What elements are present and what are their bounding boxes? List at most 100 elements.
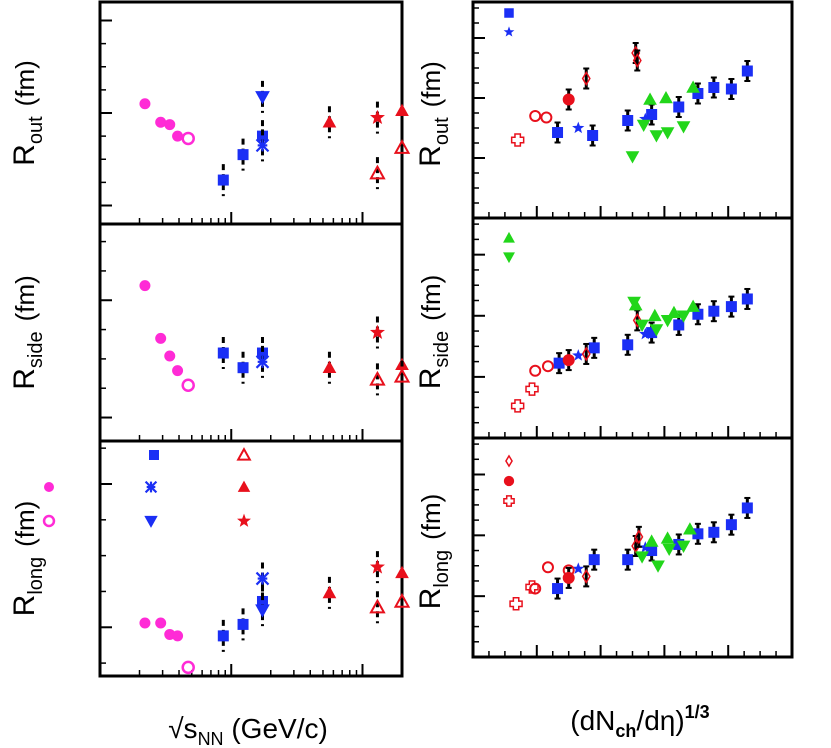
data-point-diam_open	[581, 568, 591, 584]
data-point-phenix_sq	[622, 554, 634, 566]
data-point-star	[369, 324, 385, 339]
data-point-phenix_sq	[741, 293, 753, 305]
data-point-diam_open	[634, 529, 644, 545]
data-point-tri_up	[644, 534, 659, 547]
data-point-e895	[164, 119, 176, 131]
data-point-star_blue	[572, 562, 585, 574]
data-point-ceres	[237, 618, 249, 630]
legend-marker-circ_filled	[503, 475, 515, 487]
data-point-ceres	[217, 174, 229, 186]
data-point-tri_down	[649, 324, 664, 337]
data-point-e895	[155, 617, 167, 629]
legend-marker-phenix_sq	[504, 8, 514, 18]
x-axis-label: √sNN (GeV/c)	[168, 713, 328, 748]
data-point-ceres	[237, 149, 249, 161]
data-point-e895	[164, 350, 176, 362]
data-point-e866	[181, 660, 195, 675]
legend-marker-diam_open	[505, 454, 513, 468]
data-point-tri_down	[676, 121, 691, 134]
data-point-tri_down	[676, 310, 691, 323]
data-point-na44	[255, 355, 270, 369]
panel-frame	[471, 216, 794, 440]
data-point-phenix	[369, 164, 386, 180]
data-point-e895	[155, 332, 167, 344]
data-point-circ_open	[529, 364, 542, 377]
data-point-tri_up	[660, 531, 675, 544]
data-point-ceres	[217, 347, 229, 359]
data-point-diam_open	[581, 71, 591, 86]
left-panel-rlong: Rlong(fm)	[8, 439, 411, 678]
data-point-phenix_sq	[588, 554, 600, 566]
data-point-phenix_sq	[725, 519, 737, 531]
data-point-tri_up	[647, 308, 662, 322]
data-point-phenix_sq	[708, 526, 720, 538]
data-point-diam_open	[581, 346, 591, 362]
data-point-phenix_sq	[708, 305, 720, 317]
data-point-phenix_sq	[552, 127, 564, 138]
legend-marker-na44	[144, 480, 158, 494]
data-point-phobos	[395, 103, 409, 116]
legend-marker-wa98	[144, 515, 158, 528]
data-point-phenix_sq	[673, 319, 685, 331]
data-point-circ_open	[541, 360, 554, 373]
data-point-tri_down	[627, 296, 641, 310]
data-point-star	[369, 109, 385, 125]
y-axis-label: Rside(fm)	[8, 275, 47, 390]
data-point-wa98	[255, 91, 270, 105]
data-point-star_blue	[639, 327, 652, 340]
y-axis-label: Rout(fm)	[8, 60, 47, 166]
legend-marker-phenix	[236, 447, 252, 461]
data-point-cross_open	[510, 399, 525, 413]
data-point-cross_open	[509, 597, 523, 611]
data-point-tri_down	[676, 540, 691, 554]
data-point-star	[369, 559, 385, 574]
legend-marker-tri_down	[503, 252, 515, 264]
data-point-phenix_sq	[622, 115, 634, 126]
data-point-wa98	[255, 604, 270, 618]
data-point-circ_open	[540, 111, 553, 124]
data-point-phenix_sq	[588, 342, 600, 354]
right-chart: Rout(fm) Rside(fm) Rlong(fm) (dNch/dη)1/3	[414, 0, 794, 741]
data-point-circ_filled	[562, 354, 575, 367]
data-point-e866	[181, 378, 195, 393]
data-point-tri_up	[659, 90, 673, 104]
y-axis-label: Rlong(fm)	[8, 501, 47, 617]
data-point-tri_up	[686, 80, 700, 93]
legend-marker-cross_open	[503, 495, 515, 507]
data-point-tri_down	[651, 560, 665, 573]
data-point-tri_down	[660, 127, 675, 140]
data-point-e866	[181, 131, 195, 146]
data-point-phobos	[322, 585, 337, 599]
data-point-tri_down	[635, 319, 649, 332]
data-point-tri_down	[635, 551, 649, 564]
data-point-phenix_sq	[646, 109, 658, 120]
data-point-phobos	[322, 360, 337, 373]
panel-frame	[98, 0, 404, 226]
right-panel-rside: Rside(fm)	[414, 216, 794, 440]
panel-frame	[98, 439, 404, 678]
data-point-na44	[255, 571, 270, 586]
x-axis-label: (dNch/dη)1/3	[570, 702, 709, 741]
right-panel-rlong: Rlong(fm)	[414, 436, 794, 659]
data-point-ceres	[217, 630, 229, 642]
data-point-phenix_sq	[725, 83, 737, 95]
data-point-phenix_sq	[622, 339, 634, 351]
data-point-tri_down	[636, 119, 651, 133]
data-point-star_blue	[572, 121, 585, 134]
data-point-phenix	[369, 370, 386, 386]
panel-frame	[471, 0, 794, 220]
left-panel-rside: Rside(fm)	[8, 222, 411, 443]
data-point-phenix	[393, 139, 411, 154]
data-point-e895	[172, 630, 184, 642]
data-point-circ_open	[541, 561, 554, 574]
data-point-phenix	[393, 367, 411, 383]
data-point-diam_open	[632, 312, 642, 328]
legend-marker-e895	[44, 482, 54, 492]
data-point-tri_down	[649, 130, 664, 143]
data-point-tri_up	[683, 522, 697, 535]
legend-marker-tri_up	[503, 231, 515, 243]
data-point-phenix	[369, 598, 386, 614]
data-point-cross_open	[510, 133, 525, 147]
data-point-circ_filled	[562, 93, 575, 106]
